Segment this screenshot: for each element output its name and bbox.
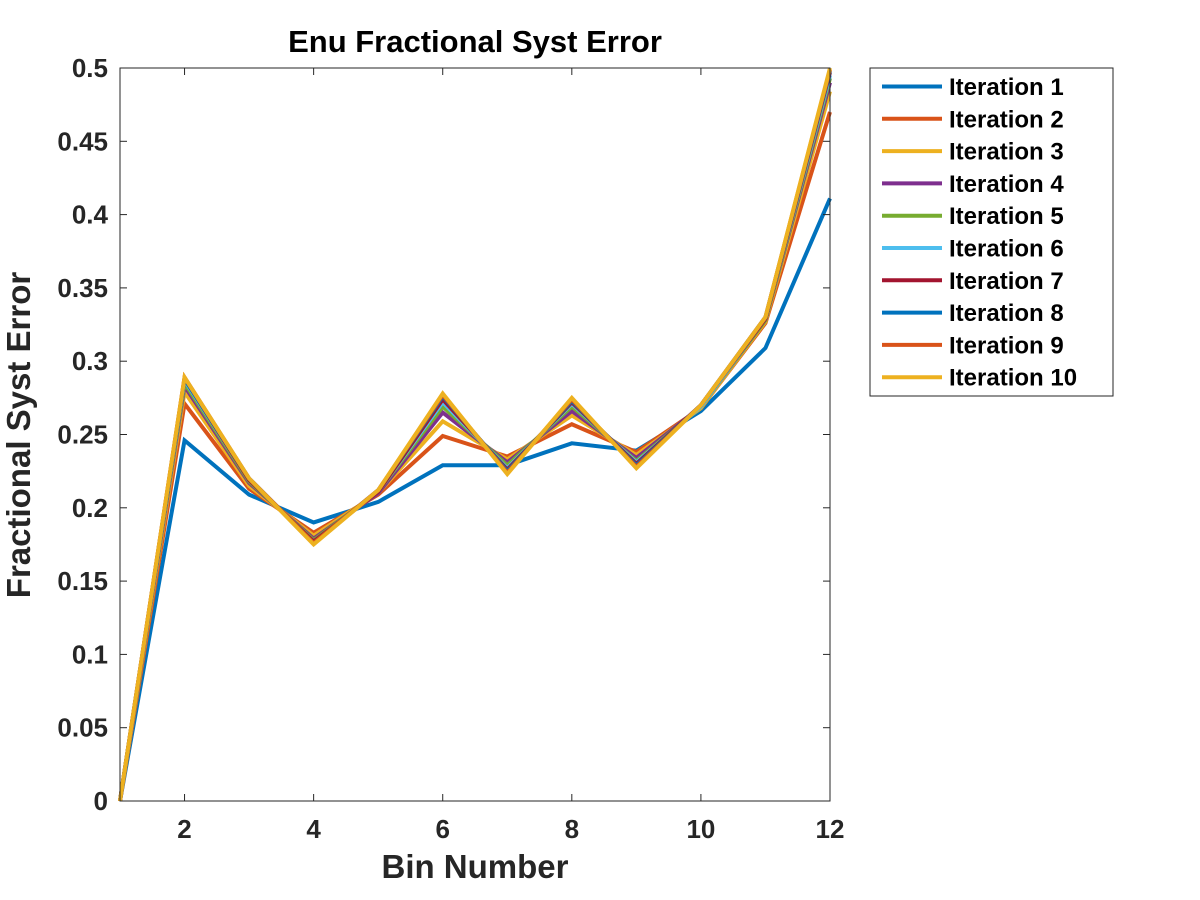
x-tick-label: 12 <box>816 814 845 844</box>
legend-item: Iteration 7 <box>882 268 1064 295</box>
x-tick-label: 10 <box>686 814 715 844</box>
y-tick-label: 0.5 <box>72 53 108 83</box>
x-tick-label: 2 <box>177 814 191 844</box>
legend-label: Iteration 7 <box>949 268 1064 295</box>
legend-label: Iteration 9 <box>949 332 1064 359</box>
x-tick-label: 8 <box>565 814 579 844</box>
y-tick-label: 0.2 <box>72 493 108 523</box>
y-tick-label: 0.1 <box>72 639 108 669</box>
y-tick-label: 0.4 <box>72 200 109 230</box>
axes-layer: 2 4 6 8 10 12 0 0.05 0.1 0.15 0.2 0.25 0.3 0.35 0.4 0.4… <box>57 53 844 844</box>
legend-item: Iteration 8 <box>882 300 1064 327</box>
chart-title: Enu Fractional Syst Error <box>288 24 662 59</box>
x-tick-label: 4 <box>306 814 321 844</box>
series-line-10 <box>118 67 832 802</box>
legend: Iteration 1 Iteration 2 Iteration 3 Iterati… <box>869 67 1114 397</box>
y-tick-label: 0.25 <box>57 420 108 450</box>
legend-label: Iteration 8 <box>949 300 1064 327</box>
x-tick-label: 6 <box>435 814 449 844</box>
y-tick-label: 0 <box>94 786 108 816</box>
legend-label: Iteration 6 <box>949 236 1064 263</box>
y-tick-label: 0.45 <box>57 126 108 156</box>
legend-item: Iteration 6 <box>882 236 1064 263</box>
x-axis-label: Bin Number <box>381 848 568 885</box>
legend-item: Iteration 9 <box>882 332 1064 359</box>
series-line-1 <box>118 197 832 802</box>
legend-label: Iteration 2 <box>949 106 1064 133</box>
y-tick-label: 0.05 <box>57 713 108 743</box>
legend-label: Iteration 10 <box>949 365 1077 392</box>
y-tick-label: 0.35 <box>57 273 108 303</box>
series-layer <box>118 67 832 802</box>
y-axis-label: Fractional Syst Error <box>0 272 37 599</box>
legend-label: Iteration 4 <box>949 171 1064 198</box>
legend-label: Iteration 3 <box>949 139 1064 166</box>
y-tick-label: 0.3 <box>72 346 108 376</box>
legend-item: Iteration 4 <box>882 171 1064 198</box>
legend-item: Iteration 3 <box>882 139 1064 166</box>
legend-box <box>869 67 1114 397</box>
legend-label: Iteration 5 <box>949 203 1064 230</box>
y-tick-label: 0.15 <box>57 566 108 596</box>
legend-item: Iteration 10 <box>882 365 1077 392</box>
legend-items: Iteration 1 Iteration 2 Iteration 3 Iterati… <box>882 74 1077 392</box>
legend-item: Iteration 2 <box>882 106 1064 133</box>
legend-label: Iteration 1 <box>949 74 1064 101</box>
legend-item: Iteration 1 <box>882 74 1064 101</box>
legend-item: Iteration 5 <box>882 203 1064 230</box>
